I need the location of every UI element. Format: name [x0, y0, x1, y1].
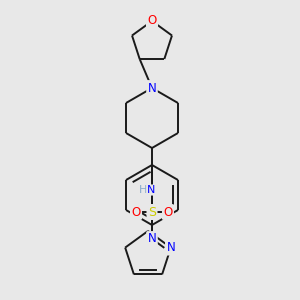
Text: N: N	[167, 241, 175, 254]
Text: O: O	[147, 14, 157, 28]
Text: N: N	[148, 82, 156, 94]
Text: H: H	[139, 185, 147, 195]
Text: N: N	[147, 185, 155, 195]
Text: O: O	[131, 206, 141, 218]
Text: S: S	[148, 206, 156, 218]
Text: O: O	[164, 206, 172, 218]
Text: N: N	[148, 232, 156, 245]
